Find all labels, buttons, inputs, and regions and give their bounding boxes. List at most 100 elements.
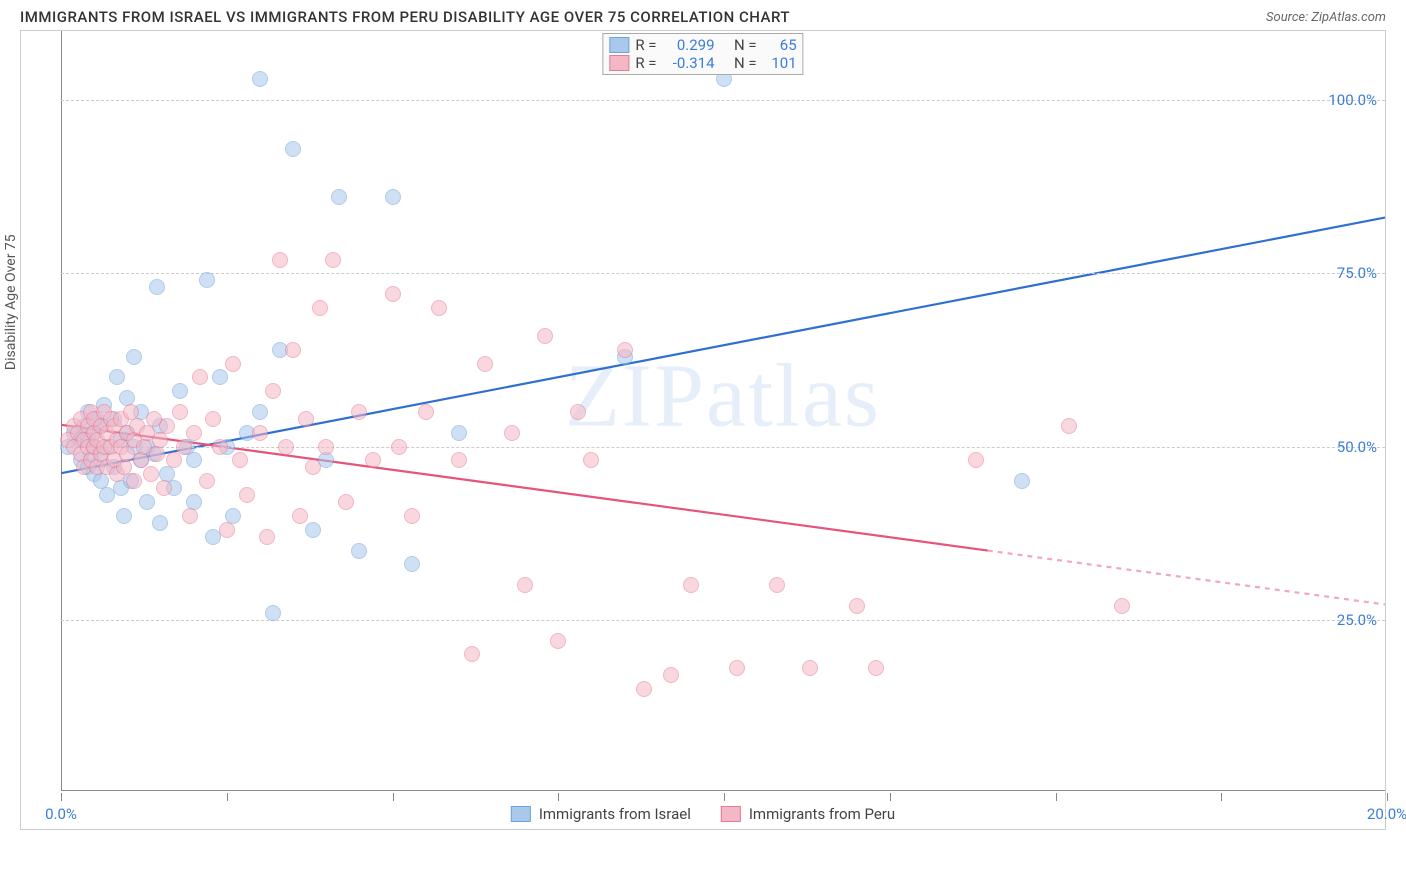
- scatter-point: [186, 425, 202, 441]
- scatter-point: [205, 411, 221, 427]
- watermark: ZIPatlas: [565, 344, 881, 447]
- scatter-point: [252, 71, 268, 87]
- scatter-point: [126, 473, 142, 489]
- scatter-point: [404, 508, 420, 524]
- scatter-point: [252, 425, 268, 441]
- scatter-point: [517, 577, 533, 593]
- scatter-point: [182, 508, 198, 524]
- scatter-point: [172, 404, 188, 420]
- scatter-point: [109, 369, 125, 385]
- legend-swatch: [609, 37, 629, 53]
- scatter-point: [537, 328, 553, 344]
- scatter-point: [232, 452, 248, 468]
- x-tick: [1387, 793, 1388, 801]
- y-axis-label: Disability Age Over 75: [3, 234, 19, 370]
- r-value: 0.299: [663, 36, 715, 54]
- y-tick-label: 100.0%: [1328, 91, 1377, 109]
- x-tick: [61, 793, 62, 801]
- scatter-point: [292, 508, 308, 524]
- scatter-point: [212, 369, 228, 385]
- scatter-point: [172, 383, 188, 399]
- scatter-point: [252, 404, 268, 420]
- scatter-point: [550, 633, 566, 649]
- scatter-point: [769, 577, 785, 593]
- n-value: 101: [763, 54, 797, 72]
- scatter-point: [391, 439, 407, 455]
- scatter-point: [404, 556, 420, 572]
- scatter-point: [477, 356, 493, 372]
- legend-series-item: Immigrants from Peru: [721, 805, 895, 823]
- scatter-point: [149, 279, 165, 295]
- legend-series-item: Immigrants from Israel: [511, 805, 691, 823]
- scatter-point: [143, 466, 159, 482]
- scatter-point: [199, 473, 215, 489]
- scatter-point: [156, 480, 172, 496]
- n-label: N =: [734, 36, 757, 54]
- x-tick: [227, 793, 228, 801]
- scatter-point: [504, 425, 520, 441]
- n-label: N =: [734, 54, 757, 72]
- scatter-point: [259, 529, 275, 545]
- scatter-point: [351, 404, 367, 420]
- scatter-point: [968, 452, 984, 468]
- scatter-point: [351, 543, 367, 559]
- scatter-point: [133, 452, 149, 468]
- scatter-point: [1014, 473, 1030, 489]
- x-tick-label: 0.0%: [45, 805, 77, 823]
- scatter-point: [331, 189, 347, 205]
- scatter-point: [451, 425, 467, 441]
- x-tick: [724, 793, 725, 801]
- scatter-point: [1114, 598, 1130, 614]
- scatter-point: [139, 494, 155, 510]
- scatter-point: [325, 252, 341, 268]
- scatter-point: [636, 681, 652, 697]
- correlation-legend: R = 0.299 N = 65R = -0.314 N = 101: [602, 33, 803, 75]
- gridline-horizontal: [61, 100, 1385, 101]
- scatter-point: [305, 459, 321, 475]
- scatter-point: [1061, 418, 1077, 434]
- scatter-point: [126, 349, 142, 365]
- scatter-point: [239, 487, 255, 503]
- scatter-point: [338, 494, 354, 510]
- scatter-point: [199, 272, 215, 288]
- scatter-point: [149, 446, 165, 462]
- series-legend: Immigrants from Israel Immigrants from Pe…: [511, 805, 895, 823]
- n-value: 65: [763, 36, 797, 54]
- scatter-point: [265, 383, 281, 399]
- legend-series-label: Immigrants from Israel: [539, 805, 691, 823]
- r-label: R =: [635, 36, 656, 54]
- r-value: -0.314: [663, 54, 715, 72]
- scatter-point: [663, 667, 679, 683]
- scatter-point: [272, 252, 288, 268]
- scatter-point: [225, 356, 241, 372]
- scatter-point: [285, 141, 301, 157]
- scatter-point: [278, 439, 294, 455]
- legend-series-label: Immigrants from Peru: [749, 805, 895, 823]
- scatter-point: [365, 452, 381, 468]
- y-tick-label: 25.0%: [1337, 611, 1377, 629]
- legend-swatch: [609, 55, 629, 71]
- scatter-point: [729, 660, 745, 676]
- scatter-point: [683, 577, 699, 593]
- scatter-point: [464, 646, 480, 662]
- source-attribution: Source: ZipAtlas.com: [1266, 10, 1386, 25]
- x-tick: [1056, 793, 1057, 801]
- scatter-point: [152, 432, 168, 448]
- legend-stat-row: R = 0.299 N = 65: [609, 36, 796, 54]
- chart-container: Disability Age Over 75 ZIPatlas 25.0%50.…: [20, 30, 1386, 830]
- scatter-point: [265, 605, 281, 621]
- scatter-point: [385, 189, 401, 205]
- scatter-point: [192, 369, 208, 385]
- scatter-point: [802, 660, 818, 676]
- scatter-point: [152, 515, 168, 531]
- header: IMMIGRANTS FROM ISRAEL VS IMMIGRANTS FRO…: [0, 0, 1406, 30]
- scatter-point: [312, 300, 328, 316]
- scatter-point: [219, 522, 235, 538]
- legend-swatch: [721, 806, 741, 822]
- gridline-horizontal: [61, 620, 1385, 621]
- scatter-point: [318, 439, 334, 455]
- y-tick-label: 75.0%: [1337, 264, 1377, 282]
- scatter-point: [176, 439, 192, 455]
- scatter-point: [385, 286, 401, 302]
- chart-title: IMMIGRANTS FROM ISRAEL VS IMMIGRANTS FRO…: [20, 8, 790, 26]
